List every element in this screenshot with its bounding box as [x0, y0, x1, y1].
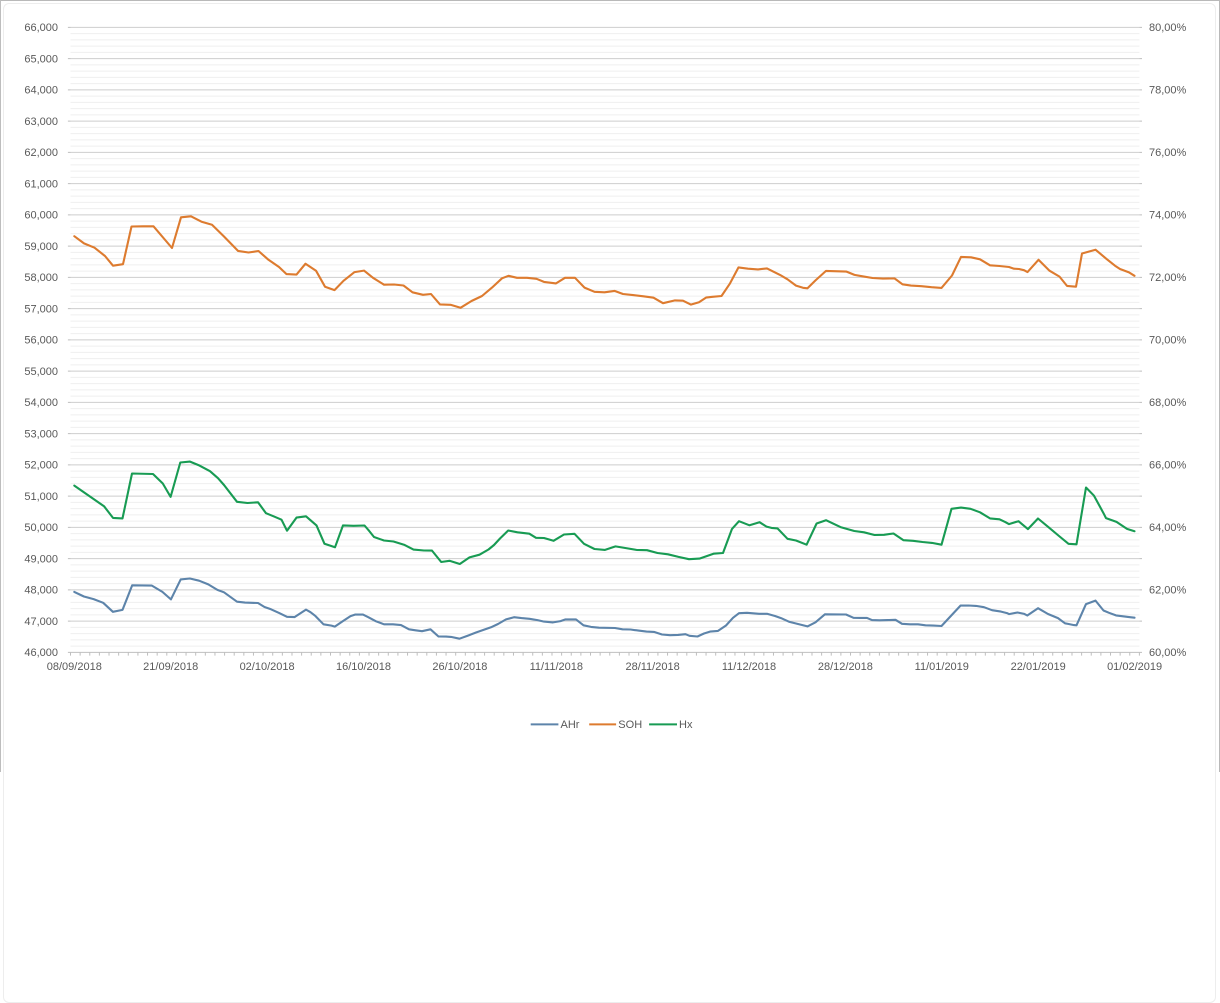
svg-text:21/09/2018: 21/09/2018 [143, 661, 198, 673]
svg-text:50,000: 50,000 [24, 522, 58, 534]
svg-text:11/01/2019: 11/01/2019 [915, 661, 969, 673]
svg-text:76,00%: 76,00% [1149, 147, 1187, 159]
svg-text:72,00%: 72,00% [1149, 272, 1187, 284]
svg-text:01/02/2019: 01/02/2019 [1107, 661, 1162, 673]
svg-text:74,00%: 74,00% [1149, 210, 1187, 222]
svg-text:66,000: 66,000 [24, 22, 58, 34]
svg-text:64,000: 64,000 [24, 85, 58, 97]
svg-text:56,000: 56,000 [24, 335, 58, 347]
svg-text:28/11/2018: 28/11/2018 [625, 661, 679, 673]
svg-text:61,000: 61,000 [24, 178, 58, 190]
svg-text:08/09/2018: 08/09/2018 [47, 661, 102, 673]
svg-text:28/12/2018: 28/12/2018 [818, 661, 873, 673]
svg-text:51,000: 51,000 [24, 491, 58, 503]
svg-text:11/12/2018: 11/12/2018 [722, 661, 776, 673]
svg-text:80,00%: 80,00% [1149, 22, 1187, 34]
svg-text:63,000: 63,000 [24, 116, 58, 128]
svg-text:64,00%: 64,00% [1149, 522, 1187, 534]
svg-text:46,000: 46,000 [24, 647, 58, 659]
svg-text:57,000: 57,000 [24, 303, 58, 315]
svg-text:Hx: Hx [679, 719, 693, 731]
svg-text:59,000: 59,000 [24, 241, 58, 253]
svg-text:54,000: 54,000 [24, 397, 58, 409]
svg-text:22/01/2019: 22/01/2019 [1011, 661, 1066, 673]
svg-text:65,000: 65,000 [24, 53, 58, 65]
svg-text:58,000: 58,000 [24, 272, 58, 284]
svg-text:62,00%: 62,00% [1149, 585, 1187, 597]
svg-text:53,000: 53,000 [24, 428, 58, 440]
svg-text:62,000: 62,000 [24, 147, 58, 159]
svg-text:70,00%: 70,00% [1149, 335, 1187, 347]
svg-text:60,00%: 60,00% [1149, 647, 1187, 659]
svg-text:52,000: 52,000 [24, 460, 58, 472]
svg-text:48,000: 48,000 [24, 585, 58, 597]
svg-text:47,000: 47,000 [24, 616, 58, 628]
svg-text:55,000: 55,000 [24, 366, 58, 378]
svg-text:26/10/2018: 26/10/2018 [432, 661, 487, 673]
svg-text:78,00%: 78,00% [1149, 85, 1187, 97]
svg-text:16/10/2018: 16/10/2018 [336, 661, 391, 673]
svg-text:68,00%: 68,00% [1149, 397, 1187, 409]
svg-text:11/11/2018: 11/11/2018 [530, 661, 583, 673]
svg-text:AHr: AHr [561, 719, 580, 731]
svg-text:02/10/2018: 02/10/2018 [240, 661, 295, 673]
svg-text:SOH: SOH [618, 719, 642, 731]
svg-text:66,00%: 66,00% [1149, 460, 1187, 472]
svg-text:60,000: 60,000 [24, 210, 58, 222]
svg-text:49,000: 49,000 [24, 553, 58, 565]
